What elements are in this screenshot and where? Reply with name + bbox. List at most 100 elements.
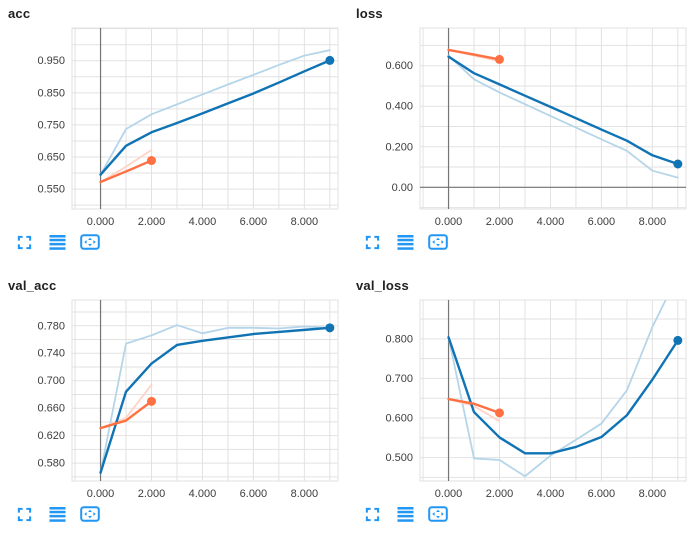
fit-domain-button[interactable] (80, 233, 100, 251)
chart-toolbar (362, 232, 695, 252)
svg-text:4.000: 4.000 (189, 488, 217, 500)
svg-text:0.600: 0.600 (385, 60, 413, 72)
svg-text:0.650: 0.650 (37, 152, 65, 164)
tick-labels: 0.550 0.650 0.750 0.850 0.950 0.000 2.000 4.000… (37, 55, 318, 228)
expand-chart-button[interactable] (14, 505, 34, 523)
fit-domain-icon (80, 506, 100, 522)
run-orange-smoothed-line (447, 48, 501, 61)
svg-text:6.000: 6.000 (588, 216, 616, 228)
chart-panel-acc: acc 0.550 0.650 0.750 0.850 0.950 0.000 2.000 4… (0, 0, 348, 262)
log-scale-toggle-button[interactable] (395, 233, 415, 251)
tick-labels: 0.580 0.620 0.660 0.700 0.740 0.780 0.000 2.000… (37, 320, 318, 500)
series-end-dot[interactable] (673, 159, 683, 169)
log-scale-icon (397, 507, 413, 522)
log-scale-icon (49, 235, 65, 250)
fit-domain-button[interactable] (428, 505, 448, 523)
gridlines (419, 27, 687, 210)
svg-text:8.000: 8.000 (291, 216, 319, 228)
svg-text:8.000: 8.000 (639, 216, 667, 228)
svg-text:0.550: 0.550 (37, 184, 65, 196)
svg-text:0.740: 0.740 (37, 348, 65, 360)
svg-text:6.000: 6.000 (240, 488, 268, 500)
series-end-dot[interactable] (325, 323, 335, 333)
svg-text:8.000: 8.000 (291, 488, 319, 500)
chart-toolbar (362, 504, 695, 524)
svg-text:8.000: 8.000 (639, 488, 667, 500)
svg-text:0.000: 0.000 (435, 488, 463, 500)
run-blue-smoothed-line (447, 336, 680, 455)
svg-text:0.600: 0.600 (385, 413, 413, 425)
expand-icon (365, 507, 379, 521)
svg-text:0.000: 0.000 (87, 216, 115, 228)
scalar-chart-val-loss[interactable]: 0.500 0.600 0.700 0.800 0.000 2.000 4.000 6.000… (356, 296, 695, 500)
chart-svg-val_acc: 0.580 0.620 0.660 0.700 0.740 0.780 0.000 2.000… (37, 299, 339, 500)
series-end-dot[interactable] (494, 54, 504, 64)
axis-lines (420, 28, 686, 209)
chart-svg-val_loss: 0.500 0.600 0.700 0.800 0.000 2.000 4.000 6.000… (385, 299, 687, 500)
log-scale-toggle-button[interactable] (47, 505, 67, 523)
svg-text:0.400: 0.400 (385, 101, 413, 113)
tick-labels: 0.00 0.200 0.400 0.600 0.000 2.000 4.000 6.000 8… (385, 60, 666, 228)
run-blue-smoothed-line (447, 55, 680, 166)
run-blue-smoothed-line (99, 326, 332, 474)
svg-text:4.000: 4.000 (189, 216, 217, 228)
svg-text:4.000: 4.000 (537, 488, 565, 500)
svg-text:2.000: 2.000 (486, 216, 514, 228)
expand-icon (17, 235, 31, 249)
fit-domain-icon (428, 506, 448, 522)
svg-text:0.950: 0.950 (37, 55, 65, 67)
fit-domain-button[interactable] (80, 505, 100, 523)
svg-text:6.000: 6.000 (588, 488, 616, 500)
svg-text:0.750: 0.750 (37, 119, 65, 131)
fit-domain-icon (428, 234, 448, 250)
fit-domain-icon (80, 234, 100, 250)
svg-text:0.200: 0.200 (385, 141, 413, 153)
svg-text:2.000: 2.000 (138, 488, 166, 500)
chart-toolbar (14, 232, 348, 252)
chart-svg-loss: 0.00 0.200 0.400 0.600 0.000 2.000 4.000 6.000 8… (385, 27, 687, 228)
chart-title-loss: loss (356, 6, 383, 21)
gridlines (419, 299, 687, 482)
svg-text:0.620: 0.620 (37, 430, 65, 442)
log-scale-icon (397, 235, 413, 250)
expand-chart-button[interactable] (362, 505, 382, 523)
svg-text:0.800: 0.800 (385, 333, 413, 345)
fit-domain-button[interactable] (428, 233, 448, 251)
series-end-dot[interactable] (673, 335, 683, 345)
scalar-chart-val-acc[interactable]: 0.580 0.620 0.660 0.700 0.740 0.780 0.000 2.000… (8, 296, 348, 500)
chart-panel-loss: loss 0.00 0.200 0.400 0.600 0.000 2.000 4.000 6… (348, 0, 695, 262)
chart-svg-acc: 0.550 0.650 0.750 0.850 0.950 0.000 2.000 4.000… (37, 27, 339, 228)
log-scale-toggle-button[interactable] (395, 505, 415, 523)
expand-chart-button[interactable] (362, 233, 382, 251)
run-blue-raw-line (447, 54, 679, 179)
series-end-dot[interactable] (146, 396, 156, 406)
run-blue-smoothed-line (99, 59, 332, 176)
scalar-chart-loss[interactable]: 0.00 0.200 0.400 0.600 0.000 2.000 4.000 6.000 8… (356, 24, 695, 228)
run-orange-raw-line (99, 149, 153, 183)
run-orange-smoothed-line (99, 400, 153, 430)
expand-icon (17, 507, 31, 521)
log-scale-toggle-button[interactable] (47, 233, 67, 251)
svg-text:0.780: 0.780 (37, 320, 65, 332)
svg-text:0.580: 0.580 (37, 458, 65, 470)
chart-title-val-loss: val_loss (356, 278, 409, 293)
run-blue-raw-line (99, 324, 331, 474)
svg-text:0.700: 0.700 (385, 373, 413, 385)
svg-text:0.000: 0.000 (435, 216, 463, 228)
run-blue-raw-line (447, 300, 667, 478)
expand-chart-button[interactable] (14, 233, 34, 251)
series-end-dot[interactable] (325, 55, 335, 65)
gridlines (71, 27, 339, 210)
svg-text:0.850: 0.850 (37, 87, 65, 99)
series-end-dot[interactable] (494, 408, 504, 418)
scalar-chart-acc[interactable]: 0.550 0.650 0.750 0.850 0.950 0.000 2.000 4.000… (8, 24, 348, 228)
series-end-dot[interactable] (146, 156, 156, 166)
svg-text:0.000: 0.000 (87, 488, 115, 500)
svg-text:0.00: 0.00 (392, 182, 413, 194)
svg-text:2.000: 2.000 (486, 488, 514, 500)
run-orange-smoothed-line (99, 159, 153, 184)
chart-panel-val-loss: val_loss 0.500 0.600 0.700 0.800 0.000 2.000 4… (348, 262, 695, 539)
chart-title-val-acc: val_acc (8, 278, 57, 293)
run-orange-smoothed-line (447, 397, 501, 415)
